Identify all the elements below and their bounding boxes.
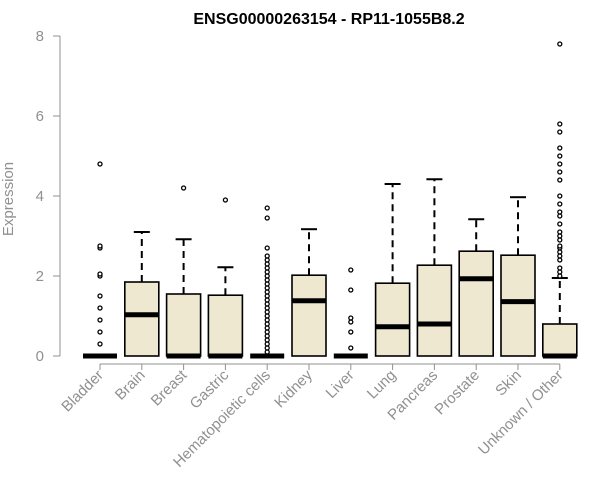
- box-body: [165, 293, 202, 357]
- y-tick-label: 8: [36, 28, 44, 45]
- x-tick-label: Kidney: [271, 366, 316, 411]
- box-liver: [333, 267, 368, 359]
- x-tick-label: Prostate: [431, 367, 483, 419]
- x-tick-label: Lung: [364, 367, 400, 403]
- box-brain: [124, 231, 160, 357]
- outlier-point: [264, 215, 270, 221]
- outlier-point: [348, 267, 354, 273]
- x-tick-label: Brain: [112, 367, 149, 404]
- box-body: [374, 282, 411, 357]
- box-body: [291, 274, 327, 357]
- outlier-point: [557, 177, 563, 183]
- y-axis: 0 2 4 6 8: [36, 28, 61, 365]
- outlier-point: [557, 221, 563, 227]
- box-bladder: [83, 161, 117, 359]
- outlier-point: [557, 243, 563, 249]
- outlier-point: [557, 193, 563, 199]
- outlier-point: [557, 121, 563, 127]
- outlier-point: [557, 169, 563, 175]
- box-body: [124, 281, 160, 357]
- outlier-point: [97, 305, 103, 311]
- outlier-point: [264, 205, 270, 211]
- outlier-point: [97, 317, 103, 323]
- outlier-point: [180, 185, 187, 191]
- box-unknown-other: [541, 41, 578, 359]
- x-tick-label: Bladder: [58, 367, 107, 416]
- box-hematopoietic-cells: [250, 205, 285, 359]
- x-tick-label: Breast: [148, 366, 191, 409]
- box-kidney: [291, 228, 327, 357]
- box-skin: [500, 196, 536, 357]
- x-tick-label: Skin: [492, 367, 525, 400]
- box-body: [207, 294, 244, 357]
- outlier-point: [348, 329, 354, 335]
- y-axis-label: Expression: [0, 162, 17, 236]
- plot-area: [83, 41, 578, 359]
- outlier-point: [557, 41, 563, 47]
- box-body: [416, 264, 453, 357]
- outlier-point: [97, 161, 103, 167]
- outlier-point: [557, 229, 563, 235]
- y-tick-label: 0: [36, 348, 44, 365]
- outlier-point: [557, 129, 563, 135]
- outlier-point: [557, 201, 563, 207]
- outlier-point: [222, 197, 229, 203]
- outlier-point: [348, 345, 354, 351]
- box-breast: [165, 185, 202, 359]
- x-tick-label: Liver: [323, 367, 358, 402]
- outlier-point: [264, 245, 270, 251]
- y-tick-label: 4: [36, 188, 44, 205]
- outlier-point: [97, 293, 103, 299]
- outlier-point: [557, 209, 563, 215]
- box-lung: [374, 183, 411, 357]
- outlier-point: [557, 265, 563, 271]
- chart-title: ENSG00000263154 - RP11-1055B8.2: [193, 11, 464, 28]
- box-body: [541, 323, 578, 357]
- outlier-point: [97, 341, 103, 347]
- outlier-point: [264, 253, 270, 259]
- outlier-point: [557, 161, 563, 167]
- outlier-point: [557, 145, 563, 151]
- y-tick-label: 2: [36, 268, 44, 285]
- box-pancreas: [416, 178, 453, 357]
- box-body: [458, 250, 495, 357]
- box-gastric: [207, 197, 244, 359]
- outlier-point: [97, 271, 103, 277]
- outlier-point: [557, 153, 563, 159]
- box-body: [500, 254, 536, 357]
- outlier-point: [97, 243, 103, 249]
- outlier-point: [97, 329, 103, 335]
- outlier-point: [348, 315, 354, 321]
- outlier-point: [348, 287, 354, 293]
- box-prostate: [458, 218, 495, 357]
- y-tick-label: 6: [36, 108, 44, 125]
